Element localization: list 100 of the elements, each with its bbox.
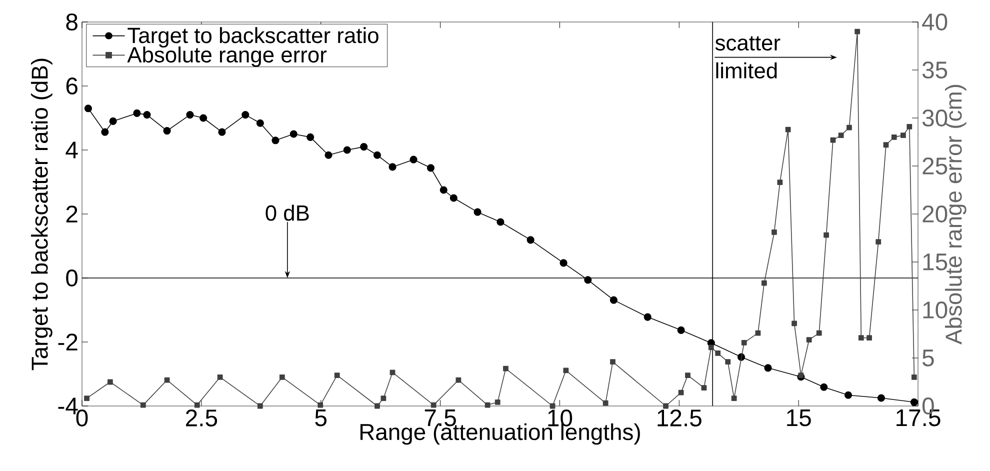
- point: [900, 132, 906, 138]
- point: [109, 117, 117, 125]
- point: [584, 276, 592, 284]
- point: [906, 124, 912, 130]
- point: [84, 396, 90, 402]
- point: [663, 403, 668, 409]
- point: [410, 156, 418, 164]
- point: [343, 146, 351, 154]
- y-tick-label: 6: [66, 78, 78, 94]
- point: [858, 335, 864, 341]
- ref-line-label: scatter limited: [715, 36, 780, 78]
- point: [866, 335, 872, 341]
- y-tick-label: 2: [66, 206, 78, 222]
- point: [708, 344, 714, 350]
- point: [430, 402, 436, 408]
- point: [685, 372, 690, 378]
- point: [256, 119, 264, 127]
- y2-tick-label: 35: [922, 62, 948, 78]
- point: [844, 391, 852, 399]
- point: [390, 370, 396, 376]
- x-tick-label: 15: [787, 410, 811, 426]
- point: [731, 396, 737, 402]
- point: [107, 379, 113, 385]
- point: [761, 280, 767, 286]
- point: [218, 128, 226, 136]
- point: [792, 320, 797, 326]
- point: [715, 350, 721, 356]
- point: [806, 337, 812, 342]
- point: [440, 186, 448, 194]
- point: [242, 111, 250, 119]
- point: [798, 372, 804, 378]
- point: [644, 313, 652, 321]
- legend-label: Absolute range error: [127, 46, 327, 67]
- y-tick-label: -2: [58, 334, 78, 350]
- annotation: 0 dB: [266, 204, 309, 221]
- point: [140, 402, 146, 408]
- point: [324, 151, 332, 159]
- y2-tick-label: 5: [922, 350, 934, 366]
- point: [388, 163, 396, 171]
- point: [143, 111, 151, 119]
- point: [610, 359, 616, 365]
- point: [101, 128, 109, 136]
- point: [290, 130, 298, 138]
- x-tick-label: 2.5: [186, 410, 218, 426]
- y-tick-label: 4: [66, 142, 78, 158]
- y2-tick-label: 40: [922, 14, 948, 30]
- point: [133, 109, 141, 117]
- point: [186, 111, 194, 119]
- point: [560, 259, 568, 267]
- y2-tick-label: 15: [923, 254, 948, 270]
- legend-label: Target to backscatter ratio: [128, 27, 378, 48]
- y-tick-label: -4: [58, 398, 78, 414]
- point: [816, 330, 822, 336]
- point: [456, 377, 462, 383]
- point: [496, 218, 504, 226]
- point: [602, 400, 608, 406]
- point: [194, 402, 200, 408]
- point: [279, 374, 285, 380]
- point: [380, 396, 386, 402]
- point: [677, 326, 685, 334]
- point: [318, 402, 324, 408]
- point: [846, 124, 852, 130]
- point: [426, 164, 435, 172]
- point: [563, 368, 569, 374]
- point: [474, 208, 482, 216]
- point: [163, 127, 171, 135]
- point: [820, 383, 828, 391]
- point: [785, 126, 791, 132]
- x-tick-label: 5: [315, 410, 327, 426]
- y-tick-label: 0: [66, 270, 78, 286]
- point: [272, 136, 280, 144]
- point: [200, 114, 208, 122]
- point: [830, 137, 836, 143]
- x-tick-label: 12.5: [658, 410, 702, 426]
- point: [741, 340, 747, 346]
- point: [484, 402, 490, 408]
- point: [494, 399, 500, 405]
- y-axis-title: Target to backscatter ratio (dB): [31, 58, 52, 370]
- point: [910, 398, 918, 406]
- point: [824, 232, 829, 238]
- point: [883, 142, 889, 148]
- point: [374, 403, 380, 409]
- point: [306, 133, 314, 141]
- y2-tick-label: 10: [923, 302, 948, 318]
- point: [610, 296, 618, 304]
- point: [838, 132, 844, 138]
- y2-tick-label: 30: [922, 110, 948, 126]
- point: [725, 359, 731, 365]
- point: [876, 239, 882, 245]
- point: [164, 377, 170, 383]
- point: [334, 372, 340, 378]
- point: [854, 28, 860, 34]
- point: [911, 374, 917, 380]
- point: [217, 374, 223, 380]
- y2-tick-label: 20: [922, 206, 948, 222]
- point: [258, 403, 263, 409]
- point: [503, 366, 508, 372]
- point: [777, 180, 783, 186]
- y2-tick-label: 25: [922, 158, 948, 174]
- point: [526, 236, 534, 244]
